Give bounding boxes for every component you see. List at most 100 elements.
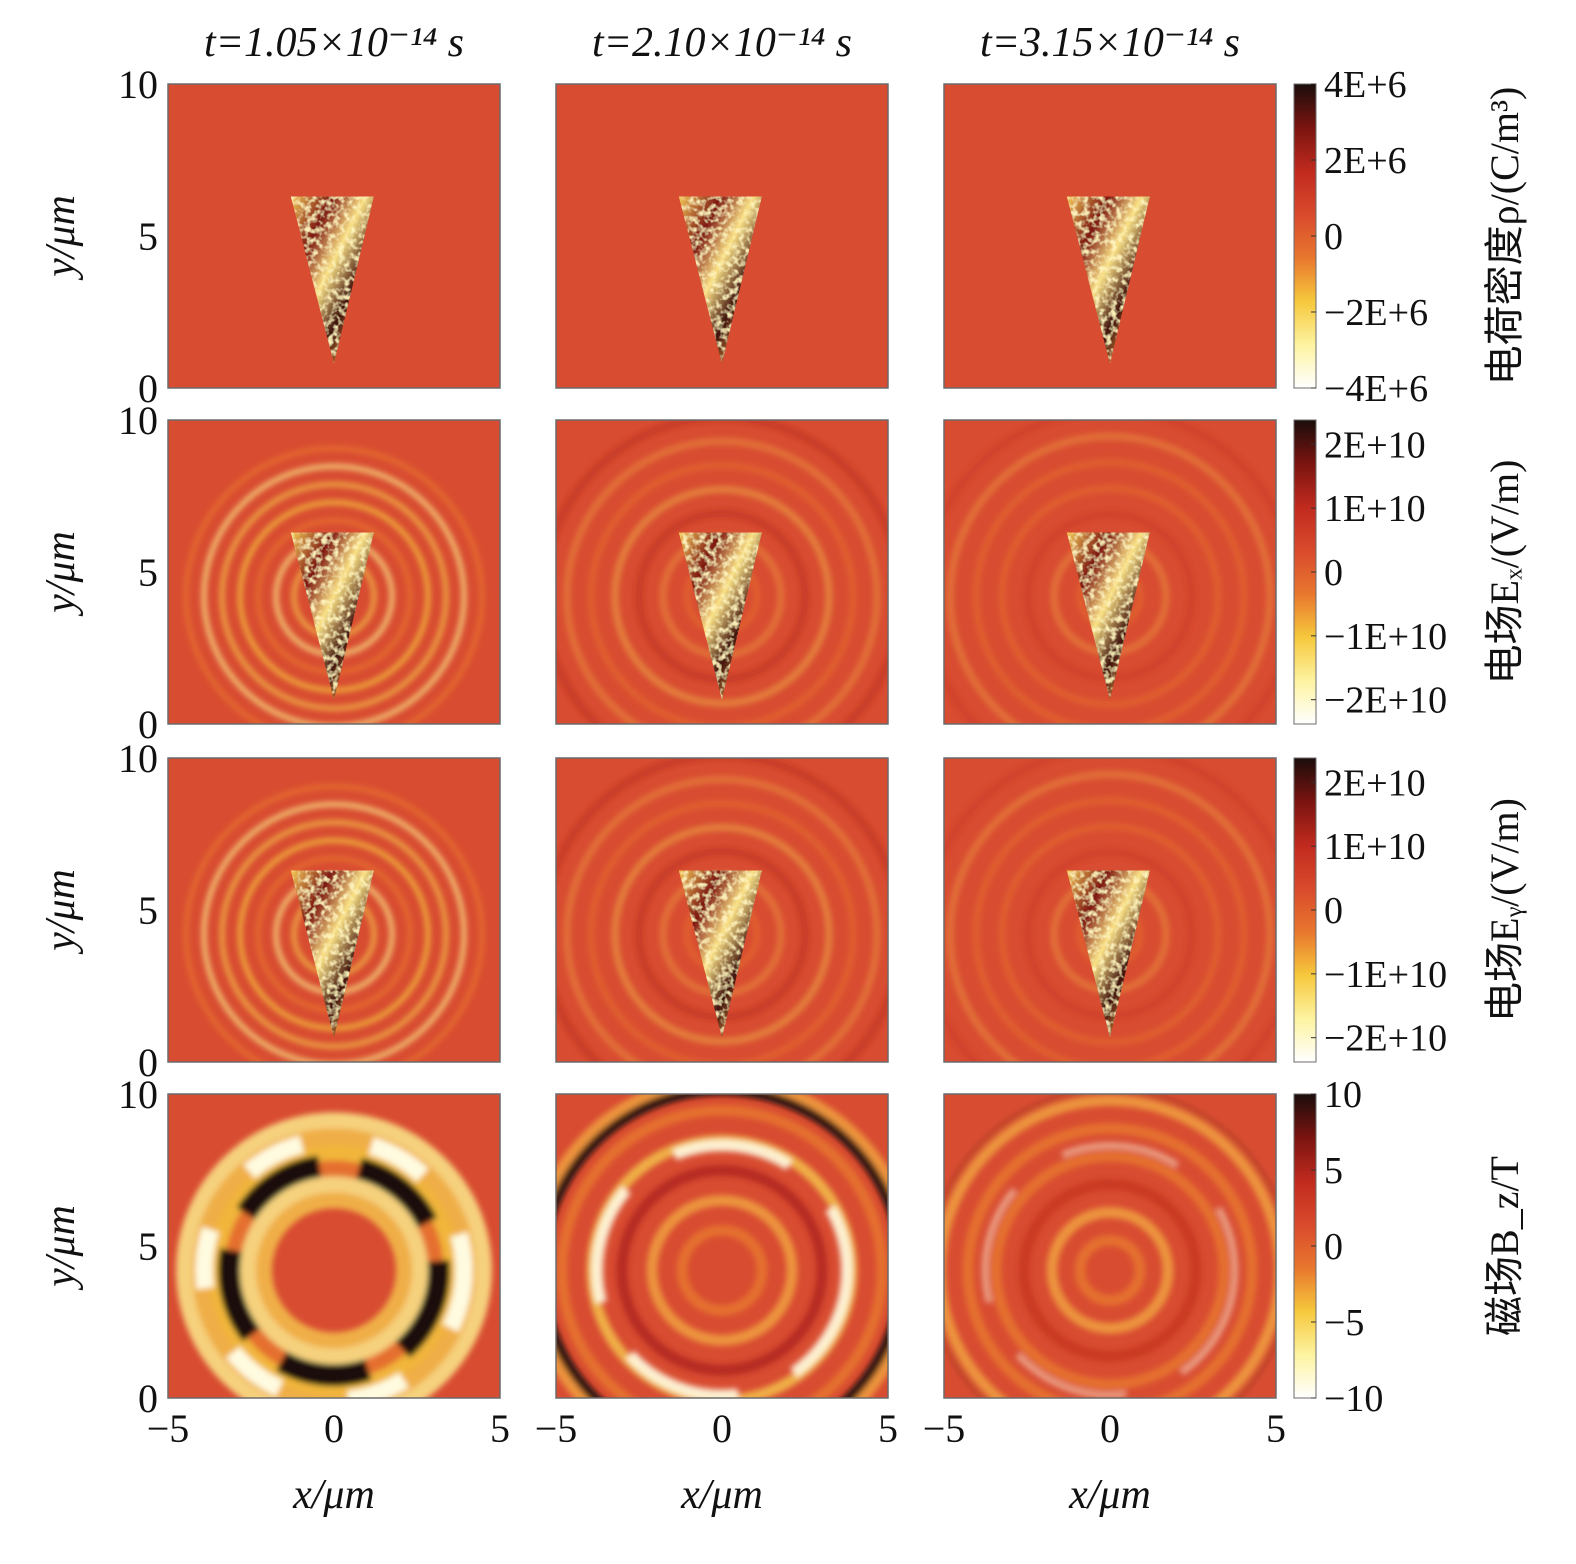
- heatmap-panel-r1-c2: [555, 83, 889, 389]
- colorbar-label: 电场Eᵧ/(V/m): [1482, 798, 1527, 1022]
- ring: [587, 799, 857, 1062]
- colorbar-tick-label: 1E+10: [1324, 826, 1426, 868]
- colorbar-tick-label: −5: [1324, 1302, 1364, 1344]
- colorbar-r4: 10 5 0 −5 −10 磁场B_z/T: [1293, 1074, 1527, 1420]
- panel-frame: [555, 83, 889, 389]
- colorbar-tick-label: −2E+6: [1324, 292, 1428, 334]
- x-tick-label: −5: [923, 1406, 966, 1451]
- ring: [183, 783, 485, 1062]
- ring: [1074, 1234, 1146, 1306]
- x-tick-label: −5: [535, 1406, 578, 1451]
- colorbar-tick-label: −1E+10: [1324, 954, 1447, 996]
- colorbar-tick-label: 10: [1324, 1074, 1362, 1116]
- ring: [972, 796, 1248, 1062]
- y-tick-label: 0: [138, 366, 158, 411]
- colorbar-tick-label: 0: [1324, 216, 1343, 258]
- panel-frame: [943, 1093, 1277, 1399]
- panel-frame: [555, 757, 889, 1063]
- colorbar-r1: 4E+6 2E+6 0 −2E+6 −4E+6 电荷密度ρ/(C/m³): [1293, 64, 1527, 410]
- heatmap-panel-r4-c1: [167, 1093, 501, 1399]
- panel-frame: [555, 419, 889, 725]
- x-tick-label: 5: [878, 1406, 898, 1451]
- y-axis-label: y/μm: [38, 1205, 84, 1291]
- panel-frame: [167, 83, 501, 389]
- ring-pattern: [556, 420, 888, 724]
- ring: [676, 1224, 768, 1316]
- heatmap-panel-r2-c3: [943, 419, 1277, 725]
- y-tick-label: 0: [138, 1040, 158, 1085]
- y-tick-label: 5: [138, 888, 158, 933]
- panel-frame: [167, 1093, 501, 1399]
- heatmap-panel-r2-c2: [555, 419, 889, 725]
- colorbar-tick-label: 0: [1324, 1226, 1343, 1268]
- ring: [616, 1164, 828, 1376]
- heatmap-panel-r3-c1: [167, 757, 501, 1063]
- x-axis-label: x/μm: [680, 1472, 763, 1518]
- ring: [990, 1150, 1230, 1390]
- x-tick-label: −5: [147, 1406, 190, 1451]
- panel-frame: [943, 419, 1277, 725]
- ring: [646, 1194, 798, 1346]
- y-tick-label: 5: [138, 1224, 158, 1269]
- panel-frame: [943, 757, 1277, 1063]
- y-axis-label: y/μm: [38, 869, 84, 955]
- colorbar-label: 电场Eₓ/(V/m): [1482, 460, 1527, 685]
- ring: [946, 770, 1274, 1062]
- colorbar-tick-label: 4E+6: [1324, 64, 1407, 106]
- y-tick-label: 10: [118, 736, 158, 781]
- colorbar-r2: 2E+10 1E+10 0 −1E+10 −2E+10 电场Eₓ/(V/m): [1293, 419, 1527, 725]
- ring-bright: [195, 1131, 473, 1398]
- y-tick-label: 10: [118, 398, 158, 443]
- colorbar-tick-label: 5: [1324, 1150, 1343, 1192]
- x-axis-label: x/μm: [1068, 1472, 1151, 1518]
- ring: [962, 1122, 1258, 1398]
- axes-text: 0 5 10 y/μm t=1.05×10⁻¹⁴ s t=2.10×10⁻¹⁴ s t=3.…: [38, 20, 1286, 1518]
- ring: [256, 1192, 412, 1349]
- colorbar-tick-label: 0: [1324, 890, 1343, 932]
- cone-structure: [1066, 870, 1150, 1038]
- ring: [998, 484, 1222, 708]
- ring: [240, 1176, 428, 1365]
- colorbar-tick-label: −2E+10: [1324, 1018, 1447, 1060]
- ring: [219, 819, 449, 1049]
- ring: [219, 481, 449, 711]
- panel-frame: [943, 83, 1277, 389]
- time-title: t=2.10×10⁻¹⁴ s: [592, 20, 852, 66]
- ring-bright: [982, 1142, 1238, 1398]
- ring: [1046, 1206, 1174, 1334]
- cone-structure: [290, 870, 374, 1038]
- colorbar-tick-label: 2E+10: [1324, 762, 1426, 804]
- cone-structure: [678, 196, 762, 364]
- x-tick-label: 0: [712, 1406, 732, 1451]
- ring: [201, 463, 467, 724]
- heatmap-panel-r4-c2: [555, 1093, 889, 1399]
- ring-pattern: [176, 1112, 492, 1398]
- colorbar-tick-label: −2E+10: [1324, 680, 1447, 722]
- panel-frame: [555, 1093, 889, 1399]
- cone-structure: [290, 532, 374, 700]
- cone-structure: [678, 532, 762, 700]
- ring-bright: [591, 1139, 853, 1398]
- ring: [946, 432, 1274, 724]
- ring-pattern: [556, 1094, 888, 1398]
- colorbar-tick-label: 1E+10: [1324, 488, 1426, 530]
- ring: [587, 461, 857, 724]
- ring: [998, 822, 1222, 1046]
- ring: [972, 458, 1248, 724]
- ring: [611, 823, 833, 1045]
- time-title: t=1.05×10⁻¹⁴ s: [204, 20, 464, 66]
- colorbar-tick-label: 0: [1324, 552, 1343, 594]
- y-tick-label: 5: [138, 214, 158, 259]
- cone-structure: [1066, 196, 1150, 364]
- ring: [183, 445, 485, 724]
- y-tick-label: 10: [118, 62, 158, 107]
- heatmap-panel-r4-c3: [943, 1093, 1277, 1399]
- ring: [208, 1144, 460, 1397]
- ring: [611, 485, 833, 707]
- ring-dark: [218, 1154, 450, 1387]
- ring: [1018, 1178, 1202, 1362]
- heatmap-panel-r1-c3: [943, 83, 1277, 389]
- colorbars: 4E+6 2E+6 0 −2E+6 −4E+6 电荷密度ρ/(C/m³) 2E+10 1E+1…: [1293, 64, 1527, 1420]
- cone-structure: [678, 870, 762, 1038]
